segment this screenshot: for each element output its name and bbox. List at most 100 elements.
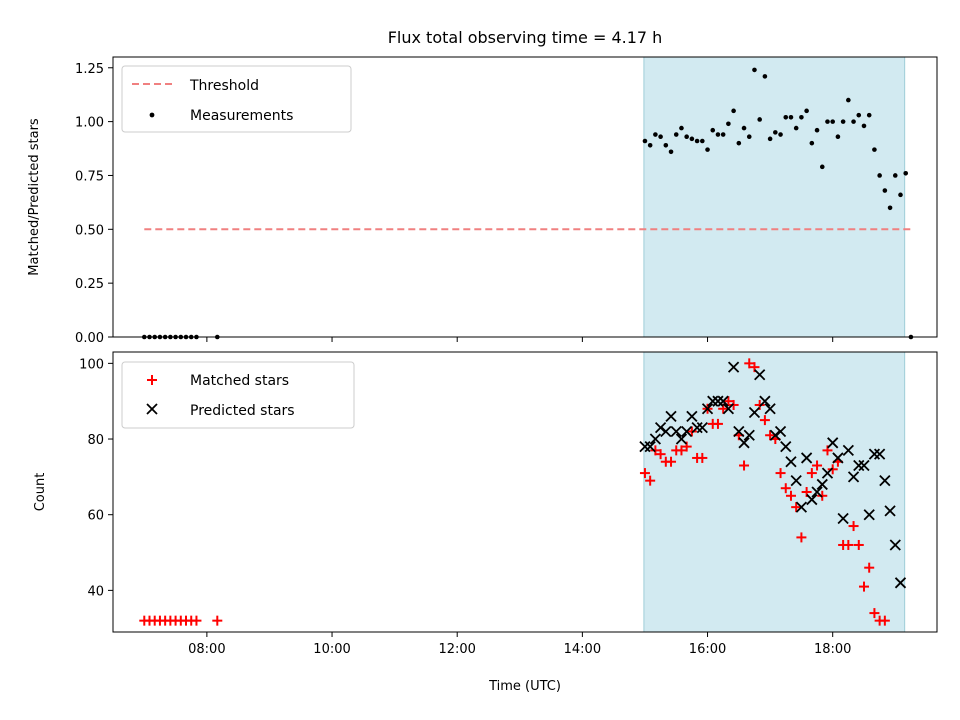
matched-star-point — [806, 468, 817, 479]
chart-title: Flux total observing time = 4.17 h — [388, 28, 663, 47]
predicted-star-point — [649, 433, 662, 445]
measurements-legend-swatch — [149, 112, 155, 118]
measurement-point — [861, 123, 867, 129]
predicted-star-point — [806, 493, 818, 506]
y-tick-label: 80 — [87, 433, 104, 448]
measurement-point — [903, 171, 909, 176]
matched-star-point — [869, 608, 880, 619]
y-tick-label: 0.00 — [75, 331, 104, 346]
matched-star-point — [739, 460, 750, 471]
matched-star-point — [191, 615, 202, 626]
x-tick-label: 08:00 — [188, 642, 225, 657]
measurement-point — [736, 140, 742, 146]
measurement-point — [804, 108, 809, 114]
measurement-point — [673, 132, 679, 137]
y-tick-label: 100 — [79, 357, 104, 372]
predicted-star-point — [743, 429, 755, 441]
predicted-star-point — [654, 422, 667, 434]
bottom-y-axis-label: Count — [33, 473, 48, 512]
predicted-star-point — [748, 406, 761, 419]
measurement-point — [830, 119, 835, 124]
bottom-observing-window-shade — [643, 351, 906, 633]
top-panel: 0.00 0.25 0.50 0.75 1.00 1.25 Matched/Predict… — [27, 56, 938, 346]
measurement-point — [866, 112, 872, 118]
measurement-point — [705, 147, 710, 152]
y-tick-label: 1.00 — [75, 116, 104, 131]
measurement-point — [731, 108, 736, 114]
y-tick-label: 0.75 — [75, 169, 104, 184]
measurement-point — [825, 119, 830, 124]
matched-star-point — [728, 399, 739, 410]
matched-star-point — [827, 464, 838, 475]
bottom-plot-frame — [112, 351, 938, 633]
measurement-point — [663, 143, 669, 148]
top-observing-window-shade — [643, 56, 906, 338]
predicted-star-point — [879, 475, 891, 487]
predicted-star-point — [769, 429, 781, 441]
measurement-point — [898, 192, 903, 198]
measurement-point — [882, 188, 888, 193]
predicted-star-point — [754, 369, 766, 381]
matched-star-point — [723, 396, 734, 407]
matched-star-point — [676, 445, 687, 456]
bottom-legend-box — [121, 361, 355, 429]
measurement-point — [752, 67, 757, 73]
x-tick-label: 14:00 — [564, 642, 601, 657]
measurement-point — [762, 74, 768, 79]
predicted-star-point — [722, 403, 735, 415]
measurement-point — [809, 140, 815, 146]
measurement-point — [840, 119, 846, 124]
predicted-star-point — [868, 448, 881, 460]
matched-star-point — [848, 521, 859, 532]
measurement-point — [887, 205, 893, 211]
predicted-star-point — [675, 433, 688, 445]
predicted-star-point — [701, 403, 714, 415]
measurement-point — [741, 125, 747, 131]
predicted-star-point — [816, 478, 828, 491]
x-tick-label: 10:00 — [313, 642, 350, 657]
predicted-star-point — [712, 395, 724, 407]
matched-star-point — [655, 449, 666, 460]
measurement-point — [679, 125, 684, 131]
measurement-point — [726, 121, 731, 127]
matched-star-point — [650, 445, 661, 456]
measurement-point — [788, 115, 794, 120]
measurement-point — [856, 112, 862, 118]
measurement-point — [647, 143, 653, 148]
matched-star-point — [666, 456, 677, 467]
measurement-point — [778, 132, 783, 137]
measurement-point — [877, 173, 882, 178]
measurement-point — [851, 119, 856, 124]
measurement-point — [819, 164, 825, 170]
matched-star-point — [785, 490, 796, 501]
y-tick-label: 40 — [87, 584, 104, 599]
predicted-star-point — [821, 467, 834, 479]
measurement-point — [642, 138, 648, 144]
matched-star-point — [817, 490, 828, 501]
x-tick-label: 16:00 — [689, 642, 726, 657]
matched-star-point — [879, 615, 890, 626]
matched-star-point — [686, 426, 697, 437]
matched-star-point — [639, 468, 650, 479]
predicted-star-point — [733, 425, 745, 438]
matched-star-point — [744, 358, 755, 369]
x-tick-label: 18:00 — [814, 642, 851, 657]
measurement-point — [689, 136, 695, 142]
predicted-star-point — [884, 505, 896, 517]
predicted-star-point — [691, 422, 703, 434]
predicted-star-point — [759, 395, 771, 407]
measurement-point — [793, 125, 799, 131]
top-y-axis-label: Matched/Predicted stars — [27, 118, 42, 276]
predicted-star-point — [727, 361, 740, 373]
measurement-point — [773, 130, 778, 135]
predicted-star-point — [863, 509, 875, 521]
predicted-star-point — [858, 459, 870, 472]
x-tick-label: 12:00 — [438, 642, 475, 657]
matched-star-point — [697, 452, 708, 463]
matched-star-point — [780, 483, 791, 494]
top-legend-box — [121, 65, 352, 133]
matched-star-point — [843, 539, 854, 550]
top-legend: Threshold Measurements — [121, 65, 352, 133]
measurement-point — [668, 149, 674, 155]
